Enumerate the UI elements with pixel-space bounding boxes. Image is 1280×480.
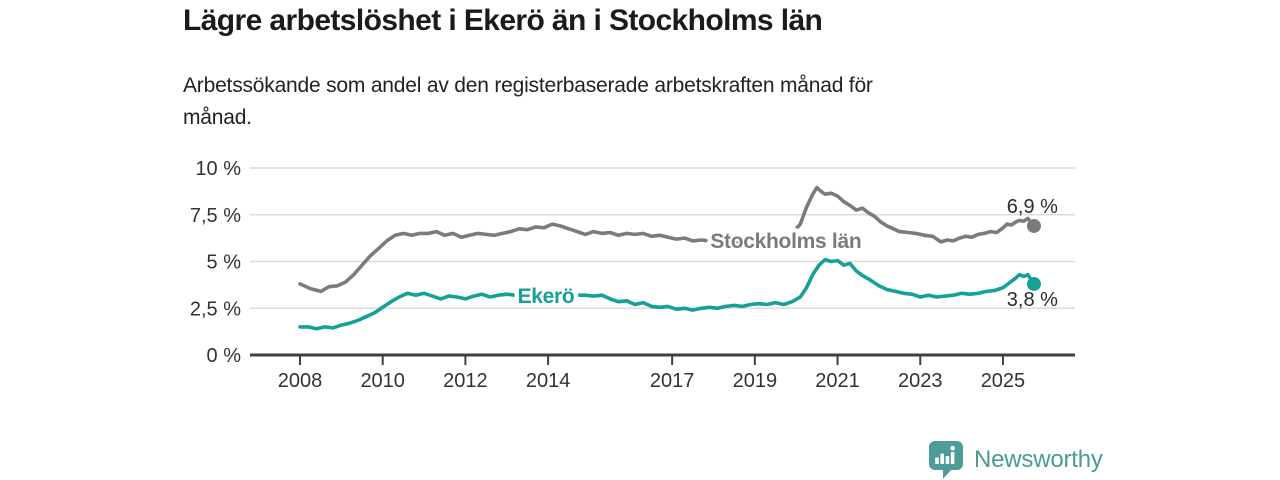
newsworthy-logo-icon	[929, 441, 963, 479]
brand-footer: Newsworthy	[928, 440, 1103, 480]
x-axis-tick-label: 2017	[650, 370, 695, 392]
page-title: Lägre arbetslöshet i Ekerö än i Stockhol…	[183, 4, 823, 37]
x-axis-tick-label: 2010	[360, 370, 405, 392]
series-end-value: 6,9 %	[1007, 196, 1058, 218]
brand-name: Newsworthy	[974, 446, 1103, 473]
y-axis-tick-label: 2,5 %	[190, 298, 241, 320]
subtitle-line-1: Arbetssökande som andel av den registerb…	[183, 74, 873, 97]
x-axis-tick-label: 2012	[443, 370, 488, 392]
chart-subtitle: Arbetssökande som andel av den registerb…	[183, 70, 873, 134]
y-axis-tick-label: 5 %	[207, 252, 242, 274]
series-end-value: 3,8 %	[1007, 289, 1058, 311]
series-label-eker-: Ekerö	[518, 285, 575, 308]
x-axis-tick-label: 2023	[898, 370, 943, 392]
x-axis-tick-label: 2008	[278, 370, 323, 392]
x-axis-tick-label: 2014	[526, 370, 571, 392]
series-label-stockholms-l-n: Stockholms län	[710, 230, 861, 253]
x-axis-tick-label: 2021	[815, 370, 860, 392]
series-end-dot	[1026, 218, 1041, 233]
series-end-dot	[1026, 276, 1041, 291]
series-line-eker-	[298, 257, 1036, 331]
series-line-stockholms-l-n	[298, 185, 1036, 294]
y-axis-tick-label: 0 %	[207, 345, 242, 367]
y-axis-tick-label: 7,5 %	[190, 205, 241, 227]
x-axis-tick-label: 2025	[981, 370, 1026, 392]
y-axis-tick-label: 10 %	[195, 158, 241, 180]
x-axis-tick-label: 2019	[733, 370, 778, 392]
subtitle-line-2: månad.	[183, 106, 252, 129]
